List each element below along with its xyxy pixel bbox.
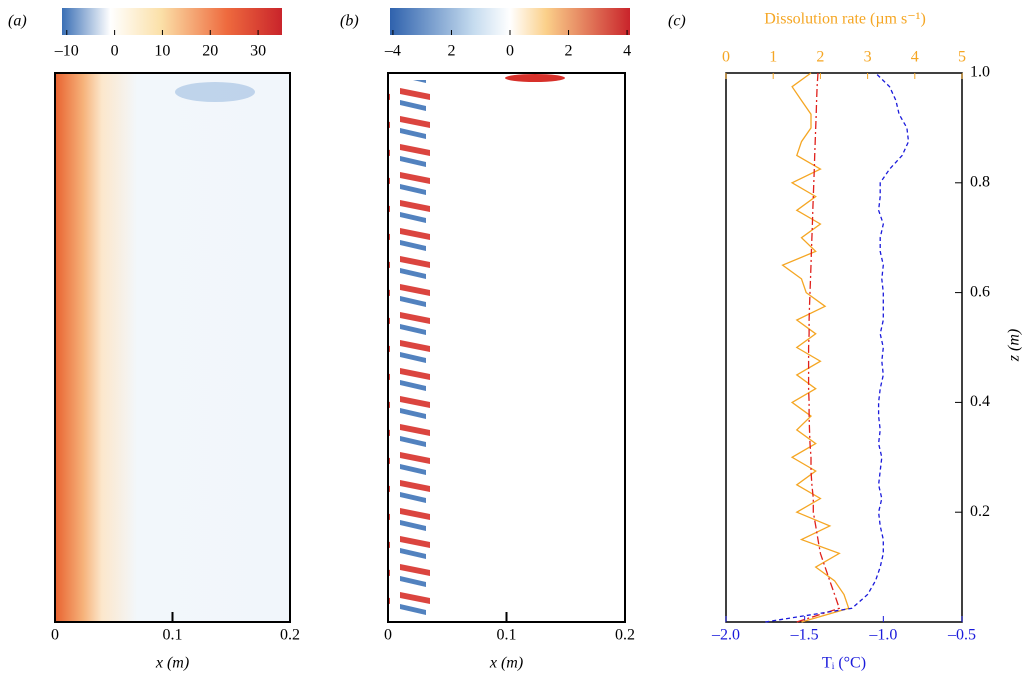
top-tick-label: 4 (911, 49, 919, 66)
colorbar-tick-label: 30 (250, 43, 266, 60)
bottom-tick-label: –0.5 (947, 627, 976, 644)
y-tick-label: 1.0 (970, 64, 990, 81)
x-tick-label: 0.2 (615, 627, 635, 644)
x-axis-label: x (m) (489, 655, 523, 672)
bottom-tick-label: –1.5 (790, 627, 819, 644)
field-blob (505, 74, 565, 82)
panel-label: (b) (340, 13, 359, 30)
colorbar (62, 8, 282, 35)
top-tick-label: 3 (864, 49, 872, 66)
top-axis-label: Dissolution rate (µm s⁻¹) (764, 11, 926, 28)
x-tick-label: 0.1 (163, 627, 183, 644)
top-tick-label: 1 (769, 49, 777, 66)
colorbar-tick-label: 4 (623, 43, 631, 60)
top-tick-label: 2 (816, 49, 824, 66)
field-a (55, 73, 290, 622)
y-tick-label: 0.2 (970, 503, 990, 520)
x-tick-label: 0 (51, 627, 59, 644)
field-blob (175, 82, 255, 102)
x-tick-label: 0 (384, 627, 392, 644)
x-axis-label: x (m) (155, 655, 189, 672)
bottom-axis-label: Tᵢ (°C) (822, 655, 866, 672)
colorbar-tick-label: 0 (506, 43, 514, 60)
y-axis-label: z (m) (1006, 329, 1023, 362)
colorbar-tick-label: 2 (447, 43, 455, 60)
colorbar-tick-label: –10 (54, 43, 79, 60)
colorbar-tick-label: 0 (111, 43, 119, 60)
profile-line (765, 72, 910, 623)
colorbar-tick-label: 2 (565, 43, 573, 60)
x-tick-label: 0.2 (280, 627, 300, 644)
top-tick-label: 5 (958, 49, 966, 66)
bottom-tick-label: –1.0 (868, 627, 897, 644)
colorbar-tick-label: 20 (202, 43, 218, 60)
panel-label: (a) (8, 13, 27, 30)
panel-label: (c) (668, 13, 686, 30)
colorbar-tick-label: –4 (384, 43, 401, 60)
x-tick-label: 0.1 (497, 627, 517, 644)
bottom-tick-label: –2.0 (711, 627, 740, 644)
top-tick-label: 0 (722, 49, 730, 66)
y-tick-label: 0.8 (970, 173, 990, 190)
colorbar-tick-label: 10 (154, 43, 170, 60)
frame (725, 72, 963, 623)
profile-line (796, 72, 841, 623)
y-tick-label: 0.4 (970, 393, 990, 410)
field-stripes (388, 80, 433, 620)
y-tick-label: 0.6 (970, 283, 990, 300)
profile-line (781, 72, 850, 623)
